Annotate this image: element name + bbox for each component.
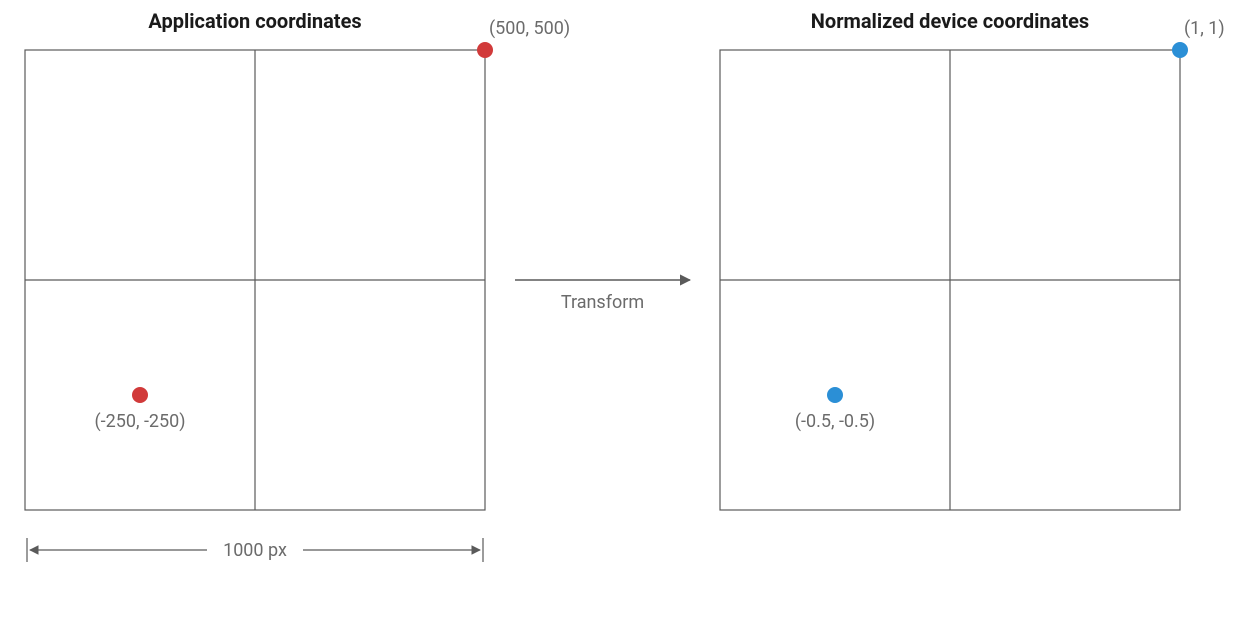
app-coords-panel-title: Application coordinates: [148, 9, 361, 33]
app-coords-panel: Application coordinates (500, 500) (-250, …: [25, 9, 570, 562]
ndc-panel-title: Normalized device coordinates: [811, 9, 1089, 33]
ndc-panel-point-1-label: (-0.5, -0.5): [795, 411, 875, 432]
app-coords-panel-point-0-label: (500, 500): [489, 18, 570, 39]
ndc-panel-point-1: [827, 387, 843, 403]
app-coords-panel-point-1-label: (-250, -250): [94, 411, 185, 432]
app-coords-panel-point-1: [132, 387, 148, 403]
ndc-panel: Normalized device coordinates (1, 1) (-0.5…: [720, 9, 1225, 510]
width-label: 1000 px: [223, 540, 287, 561]
app-coords-panel-point-0: [477, 42, 493, 58]
ndc-panel-point-0-label: (1, 1): [1184, 18, 1225, 39]
ndc-panel-point-0: [1172, 42, 1188, 58]
transform-label: Transform: [561, 292, 644, 313]
